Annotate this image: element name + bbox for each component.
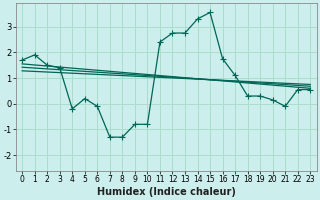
X-axis label: Humidex (Indice chaleur): Humidex (Indice chaleur) [97,187,236,197]
